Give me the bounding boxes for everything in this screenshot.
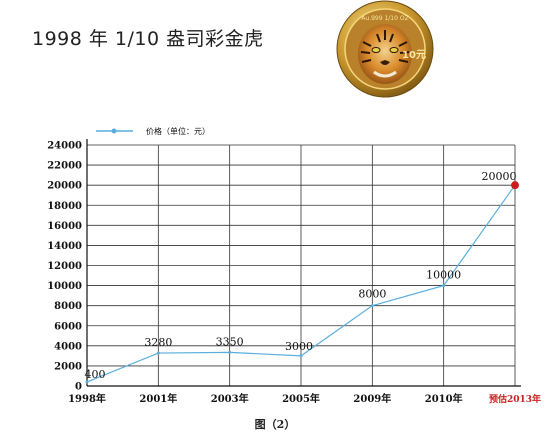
y-tick-label: 22000: [47, 161, 82, 172]
data-point: [299, 354, 303, 358]
data-point: [228, 350, 232, 354]
data-point: [442, 284, 446, 288]
x-tick-label: 2003年: [211, 392, 249, 405]
data-labels: 400 3280 3350 3000 8000 10000 20000: [85, 170, 517, 381]
coin-inscription: Au.999 1/10 OZ: [361, 15, 408, 22]
page-title: 1998 年 1/10 盎司彩金虎: [32, 28, 264, 50]
y-tick-label: 16000: [47, 221, 82, 232]
x-tick-label: 2001年: [139, 392, 177, 405]
highlight-point: [511, 181, 519, 190]
x-tick-label: 2010年: [425, 392, 463, 405]
legend-marker: [111, 128, 117, 134]
coin-image: Au.999 1/10 OZ 10元: [336, 0, 434, 98]
y-tick-label: 12000: [47, 261, 82, 272]
data-point: [156, 351, 160, 355]
x-axis-ticks: 1998年 2001年 2003年 2005年 2009年 2010年 预估2013年: [68, 392, 541, 405]
data-label: 10000: [426, 269, 461, 282]
y-tick-label: 0: [75, 382, 82, 393]
data-label: 8000: [358, 288, 386, 301]
y-tick-label: 18000: [47, 201, 82, 212]
data-label: 3350: [216, 335, 244, 348]
y-tick-label: 2000: [54, 361, 82, 372]
data-point: [85, 380, 89, 384]
series-line: [85, 181, 519, 384]
y-tick-label: 14000: [47, 241, 82, 252]
axes: [86, 139, 521, 387]
y-tick-label: 8000: [54, 301, 82, 312]
y-tick-label: 20000: [47, 181, 82, 192]
legend-label: 价格（单位：元）: [146, 126, 210, 136]
data-label: 20000: [482, 170, 517, 183]
figure-caption: 图（2）: [254, 418, 296, 431]
y-tick-label: 4000: [54, 341, 82, 352]
x-tick-label: 2005年: [282, 392, 320, 405]
coin-denomination: 10元: [402, 49, 426, 61]
data-point: [370, 304, 374, 308]
data-label: 3000: [285, 340, 313, 353]
data-label: 400: [85, 368, 106, 381]
data-label: 3280: [144, 336, 172, 349]
legend: 价格（单位：元）: [96, 126, 210, 136]
x-tick-label: 2009年: [353, 392, 391, 405]
x-tick-label: 预估2013年: [489, 393, 541, 405]
y-axis-ticks: 0 2000 4000 6000 8000 10000 12000 14000 16000 180…: [47, 141, 82, 393]
y-tick-label: 24000: [47, 141, 82, 152]
x-tick-label: 1998年: [68, 392, 106, 405]
y-tick-label: 6000: [54, 321, 82, 332]
y-tick-label: 10000: [47, 281, 82, 292]
